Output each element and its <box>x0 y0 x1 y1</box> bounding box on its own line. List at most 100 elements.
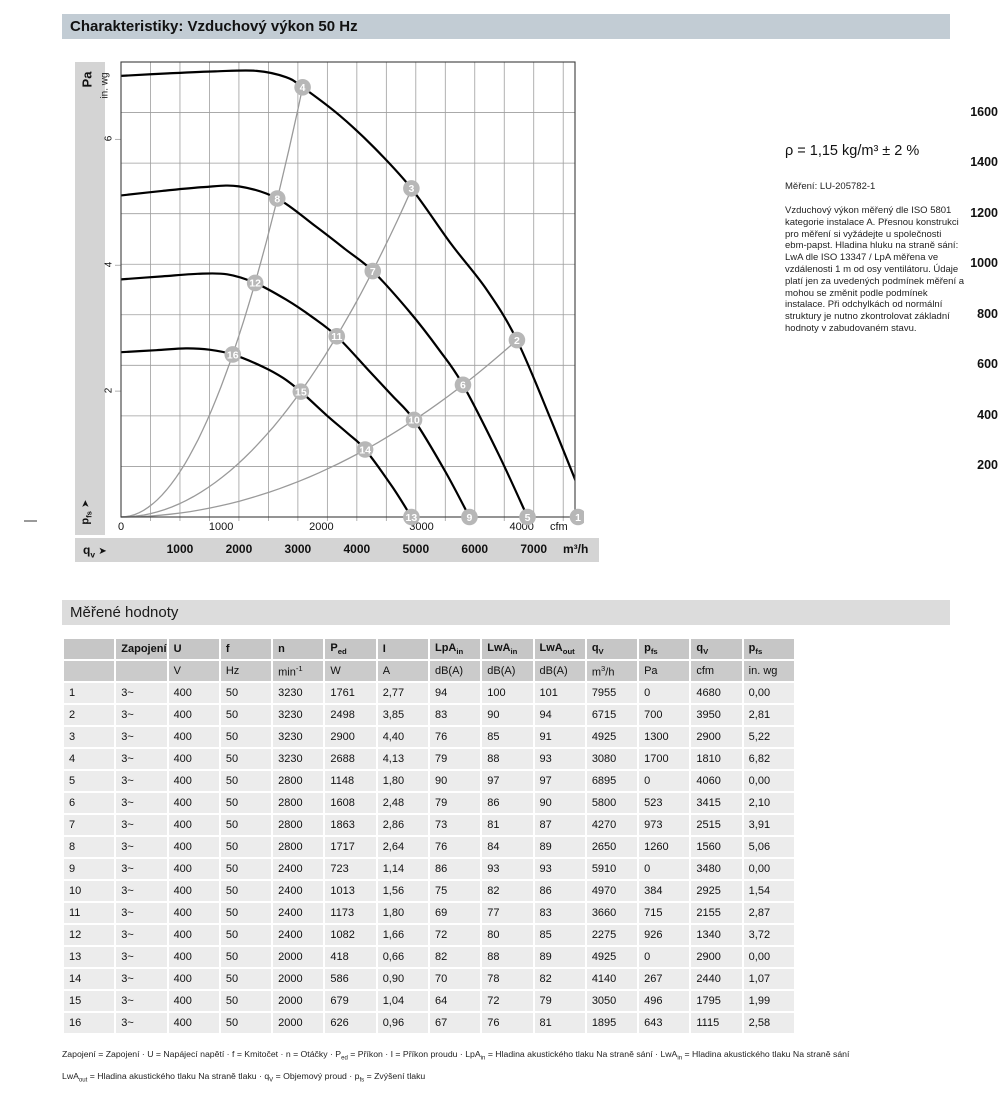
table-cell: A <box>377 661 428 681</box>
table-cell: 4680 <box>691 683 742 703</box>
table-cell: 1340 <box>691 925 742 945</box>
measurement-reference: Měření: LU-205782-1 <box>785 181 876 192</box>
table-cell: 400 <box>168 683 219 703</box>
fan-curve <box>121 69 575 483</box>
operating-point-marker-16: 16 <box>224 346 242 363</box>
table-cell: 93 <box>482 859 533 879</box>
table-cell: 12 <box>64 925 115 945</box>
table-cell: 11 <box>64 903 115 923</box>
table-cell: 400 <box>168 771 219 791</box>
table-cell: 75 <box>429 881 481 901</box>
y-axis-unit-inwg: in. wg <box>99 72 111 99</box>
operating-point-marker-2: 2 <box>508 331 526 349</box>
table-cell: 400 <box>168 991 219 1011</box>
table-cell: 400 <box>168 727 219 747</box>
table-cell: Pa <box>639 661 690 681</box>
svg-text:2: 2 <box>514 335 520 347</box>
pa-tick-label: 1000 <box>970 256 998 271</box>
table-cell: 3~ <box>116 859 167 879</box>
table-cell: 1115 <box>691 1013 742 1033</box>
table-cell: 0,00 <box>743 683 794 703</box>
table-cell: 4925 <box>586 947 638 967</box>
table-cell: 496 <box>639 991 690 1011</box>
table-cell: 85 <box>534 925 585 945</box>
table-cell: 3~ <box>116 771 167 791</box>
table-cell: 1173 <box>325 903 376 923</box>
operating-point-marker-12: 12 <box>246 274 264 292</box>
table-cell: 3230 <box>273 683 324 703</box>
table-cell: 3 <box>64 727 115 747</box>
table-cell: 4,40 <box>377 727 428 747</box>
table-cell: 3950 <box>691 705 742 725</box>
table-cell: 0,66 <box>377 947 428 967</box>
table-cell: V <box>168 661 219 681</box>
table-cell: pfs <box>639 639 690 659</box>
legend-line: LwAout = Hladina akustického tlaku Na st… <box>62 1070 426 1084</box>
table-cell: 89 <box>534 837 585 857</box>
table-cell: 50 <box>220 793 272 813</box>
table-cell: 13 <box>64 947 115 967</box>
pfs-arrow-icon: ➤ <box>80 499 92 508</box>
table-cell: 400 <box>168 705 219 725</box>
table-cell: 2515 <box>691 815 742 835</box>
x-axis-qv-label: qv ➤ <box>83 543 107 560</box>
table-cell: 93 <box>534 749 585 769</box>
svg-text:14: 14 <box>359 444 371 456</box>
table-cell: U <box>168 639 219 659</box>
table-cell: 50 <box>220 1013 272 1033</box>
table-cell: 2,64 <box>377 837 428 857</box>
table-cell: 2400 <box>273 881 324 901</box>
table-cell: 2,77 <box>377 683 428 703</box>
table-row: 5 3~ 400 50 2800 1148 1,80 90 97 97 6895 0 4060 0,00 <box>64 771 794 791</box>
table-cell: 2498 <box>325 705 376 725</box>
table-cell: 2800 <box>273 771 324 791</box>
table-cell: 72 <box>482 991 533 1011</box>
operating-point-marker-3: 3 <box>403 180 420 197</box>
pa-tick-label: 1200 <box>970 205 998 220</box>
table-cell: 384 <box>639 881 690 901</box>
table-cell: f <box>220 639 272 659</box>
table-cell: 643 <box>639 1013 690 1033</box>
table-cell: 3~ <box>116 705 167 725</box>
table-row: 9 3~ 400 50 2400 723 1,14 86 93 93 5910 0 3480 0,00 <box>64 859 794 879</box>
svg-text:10: 10 <box>408 415 420 427</box>
m3h-tick-label: 4000 <box>343 542 371 556</box>
plot-background <box>121 62 575 517</box>
table-cell: 86 <box>429 859 481 879</box>
table-cell: 67 <box>429 1013 481 1033</box>
table-cell: 5,22 <box>743 727 794 747</box>
operating-point-marker-8: 8 <box>268 190 286 207</box>
svg-text:5: 5 <box>525 512 531 524</box>
table-cell: 1148 <box>325 771 376 791</box>
table-cell: 64 <box>429 991 481 1011</box>
operating-point-marker-6: 6 <box>454 376 472 394</box>
table-cell: 88 <box>482 749 533 769</box>
system-resistance-curves <box>121 87 518 518</box>
table-cell: 2 <box>64 705 115 725</box>
table-cell: 15 <box>64 991 115 1011</box>
table-cell: 3~ <box>116 947 167 967</box>
operating-point-marker-1: 1 <box>569 508 584 526</box>
table-cell: 1,99 <box>743 991 794 1011</box>
table-cell: 16 <box>64 1013 115 1033</box>
table-cell: 1761 <box>325 683 376 703</box>
table-cell: pfs <box>743 639 794 659</box>
system-curve <box>121 339 518 518</box>
table-cell: 50 <box>220 705 272 725</box>
table-cell: 7955 <box>586 683 638 703</box>
svg-text:13: 13 <box>406 512 418 524</box>
cfm-tick-label: 2000 <box>309 521 334 533</box>
table-cell: 3~ <box>116 793 167 813</box>
y-axis-pfs-label: pfs ➤ <box>79 499 94 525</box>
svg-text:9: 9 <box>467 512 473 524</box>
table-cell: 14 <box>64 969 115 989</box>
table-cell: 400 <box>168 859 219 879</box>
table-cell: 3~ <box>116 1013 167 1033</box>
table-cell: 0,00 <box>743 859 794 879</box>
table-cell: 3,91 <box>743 815 794 835</box>
table-cell: 1795 <box>691 991 742 1011</box>
table-cell: 4270 <box>586 815 638 835</box>
table-cell: 5800 <box>586 793 638 813</box>
table-cell: 89 <box>534 947 585 967</box>
